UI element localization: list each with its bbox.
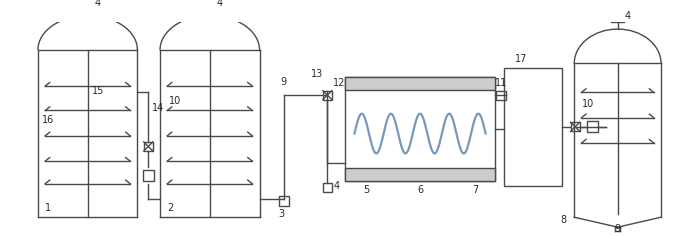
Bar: [144, 142, 153, 151]
Text: 12: 12: [333, 78, 345, 88]
Text: 4: 4: [625, 11, 631, 21]
Text: 9: 9: [280, 76, 287, 87]
Text: 4: 4: [95, 0, 101, 8]
Text: 7: 7: [472, 185, 478, 195]
Text: 4: 4: [217, 0, 223, 8]
Text: 15: 15: [92, 86, 105, 96]
Text: 17: 17: [514, 54, 527, 64]
Text: 8: 8: [561, 215, 567, 225]
Bar: [345, 77, 495, 181]
Bar: [345, 168, 495, 181]
Bar: [143, 170, 154, 181]
Text: 3: 3: [278, 209, 284, 219]
Bar: [496, 91, 505, 100]
Bar: [612, 13, 624, 22]
Bar: [278, 195, 289, 206]
Text: 9: 9: [614, 224, 620, 234]
Text: 5: 5: [363, 185, 370, 195]
Bar: [504, 68, 563, 185]
Bar: [345, 77, 495, 90]
Bar: [323, 91, 332, 100]
Bar: [81, 0, 94, 8]
Text: 10: 10: [582, 99, 593, 109]
Text: 2: 2: [167, 203, 173, 213]
Text: 6: 6: [418, 185, 424, 195]
Text: 1: 1: [45, 203, 51, 213]
Text: 16: 16: [43, 114, 55, 125]
Text: 13: 13: [311, 69, 324, 79]
Text: 4: 4: [333, 181, 340, 190]
Text: 11: 11: [495, 78, 507, 88]
Text: 14: 14: [152, 103, 164, 114]
Bar: [323, 183, 332, 192]
Text: 10: 10: [169, 97, 181, 106]
Bar: [570, 122, 579, 131]
Bar: [203, 0, 216, 8]
Bar: [587, 121, 598, 132]
